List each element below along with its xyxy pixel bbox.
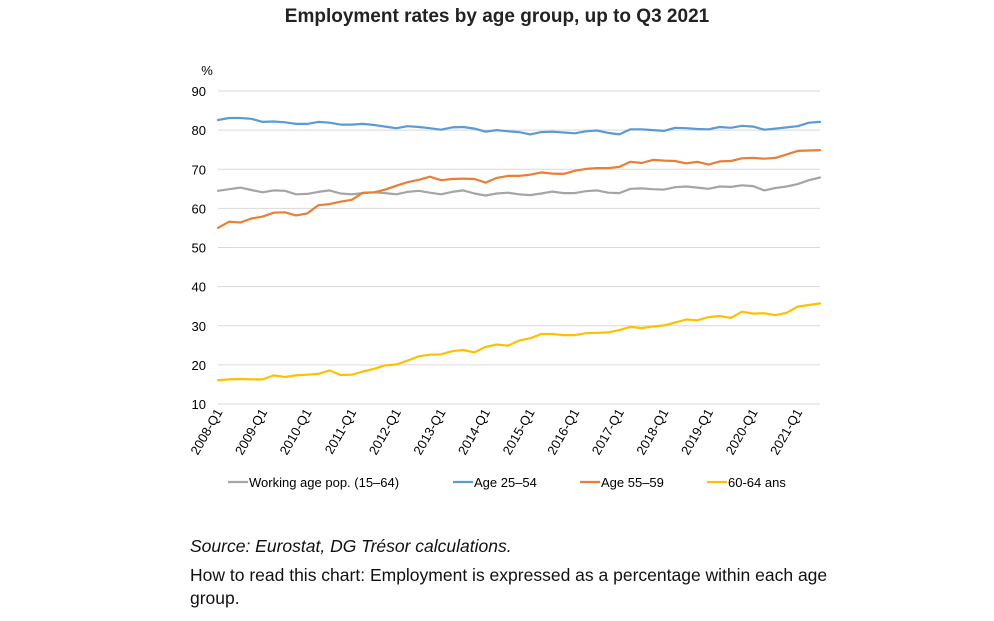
chart-title: Employment rates by age group, up to Q3 …	[284, 6, 710, 27]
y-tick-label: 20	[192, 358, 206, 373]
x-tick-label: 2013-Q1	[410, 406, 448, 457]
series-line-2	[216, 116, 822, 136]
x-tick-label: 2021-Q1	[767, 406, 805, 457]
legend-label: Age 25–54	[474, 475, 537, 490]
series-lines	[216, 116, 822, 382]
series-line-3	[216, 149, 822, 229]
x-tick-label: 2008-Q1	[187, 406, 225, 457]
y-tick-label: 50	[192, 241, 206, 256]
x-tick-label: 2011-Q1	[322, 406, 360, 456]
y-axis-unit-label: %	[201, 63, 213, 78]
legend-label: 60-64 ans	[728, 475, 786, 490]
x-tick-label: 2020-Q1	[722, 406, 760, 457]
line-chart: % 10 20 30 40 50 60 70 80 90 2008-Q1 2009-Q1 2010-…	[187, 63, 822, 490]
series-line-4	[216, 302, 822, 382]
y-tick-label: 10	[192, 397, 206, 412]
y-tick-label: 30	[192, 319, 206, 334]
x-tick-label: 2017-Q1	[589, 406, 627, 457]
x-tick-label: 2014-Q1	[455, 406, 493, 457]
y-axis: % 10 20 30 40 50 60 70 80 90	[192, 63, 214, 412]
x-tick-label: 2016-Q1	[544, 406, 582, 457]
y-tick-label: 80	[192, 123, 206, 138]
x-tick-label: 2012-Q1	[366, 406, 404, 457]
series-line-1	[216, 176, 822, 197]
source-note: Source: Eurostat, DG Trésor calculations…	[190, 536, 512, 556]
y-tick-label: 40	[192, 280, 206, 295]
x-tick-label: 2015-Q1	[499, 406, 537, 457]
legend-label: Working age pop. (15–64)	[249, 475, 399, 490]
x-tick-label: 2010-Q1	[276, 406, 314, 457]
x-axis: 2008-Q1 2009-Q1 2010-Q1 2011-Q1 2012-Q1 2013-…	[187, 406, 805, 457]
x-tick-label: 2009-Q1	[232, 406, 270, 457]
reading-note: How to read this chart: Employment is ex…	[190, 565, 828, 608]
y-tick-label: 90	[192, 84, 206, 99]
legend-label: Age 55–59	[601, 475, 664, 490]
gridlines	[218, 90, 820, 405]
y-tick-label: 70	[192, 162, 206, 177]
x-tick-label: 2018-Q1	[633, 406, 671, 457]
legend: Working age pop. (15–64) Age 25–54 Age 55–…	[228, 475, 786, 490]
y-tick-label: 60	[192, 201, 206, 216]
x-tick-label: 2019-Q1	[678, 406, 716, 457]
